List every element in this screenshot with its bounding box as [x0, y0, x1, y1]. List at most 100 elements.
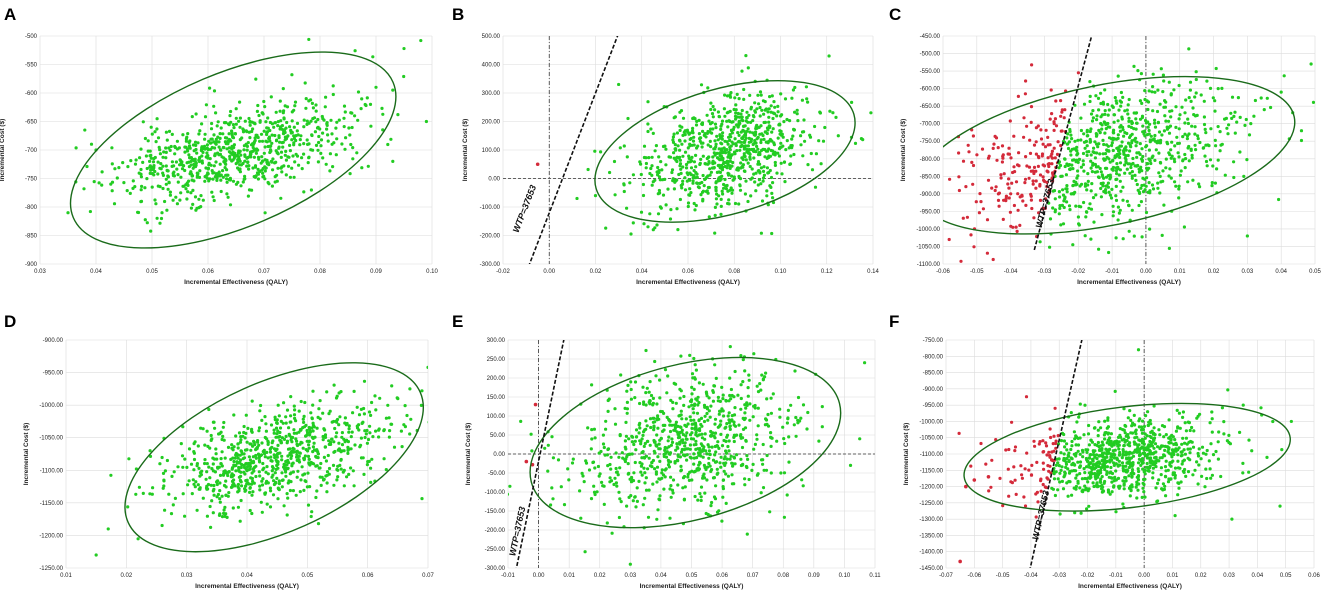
data-point	[289, 438, 293, 442]
data-point	[242, 148, 246, 152]
data-point	[726, 189, 730, 193]
data-point	[1097, 247, 1101, 251]
data-point	[1208, 158, 1213, 162]
data-point	[648, 380, 652, 384]
data-point	[779, 471, 783, 475]
data-point	[148, 492, 152, 496]
data-point	[713, 436, 717, 440]
x-axis-label: Incremental Effectiveness (QALY)	[640, 583, 744, 590]
data-point	[656, 192, 660, 196]
x-tick-label: 0.01	[1167, 573, 1179, 579]
data-point	[232, 413, 236, 417]
data-point	[1176, 453, 1180, 457]
data-point	[1144, 184, 1148, 188]
data-point	[424, 119, 428, 124]
data-point	[273, 161, 277, 165]
y-tick-label: -1250.00	[919, 501, 943, 507]
data-point	[1112, 128, 1116, 132]
data-point	[109, 473, 113, 477]
data-point	[261, 477, 265, 481]
data-point	[265, 465, 269, 469]
data-point	[1164, 166, 1168, 170]
data-point	[247, 167, 251, 171]
data-point	[699, 442, 703, 446]
red-data-point	[535, 162, 540, 167]
data-point	[1188, 88, 1192, 92]
data-point	[243, 487, 247, 491]
data-point	[685, 453, 689, 457]
data-point	[770, 231, 774, 236]
data-point	[332, 483, 336, 487]
data-point	[1106, 418, 1110, 422]
data-point	[728, 164, 732, 168]
panel-d: D 0.01 0.02 0.03 0.04 0.05 0.06 0.07-900.00-95…	[4, 312, 434, 590]
data-point	[683, 129, 687, 133]
data-point	[671, 140, 676, 144]
data-point	[191, 202, 195, 206]
data-point	[1153, 158, 1157, 162]
data-point	[639, 172, 643, 177]
data-point	[1213, 109, 1217, 113]
data-point	[673, 461, 677, 465]
data-point	[184, 137, 188, 141]
data-point	[754, 141, 758, 145]
data-point	[266, 116, 270, 120]
data-point	[1037, 211, 1041, 215]
data-point	[1137, 457, 1141, 461]
data-point	[217, 513, 222, 518]
data-point	[1172, 157, 1176, 161]
data-point	[706, 512, 710, 517]
data-point	[1109, 432, 1113, 436]
data-point	[648, 212, 652, 216]
data-point	[1136, 69, 1140, 73]
data-point	[369, 413, 373, 417]
data-point	[175, 167, 179, 171]
data-point	[1181, 415, 1185, 419]
data-point	[666, 439, 670, 443]
data-point	[685, 431, 689, 435]
data-point	[263, 145, 267, 149]
data-point	[736, 393, 740, 397]
data-point	[1041, 142, 1045, 146]
data-point	[718, 166, 723, 170]
data-point	[308, 485, 312, 489]
data-point	[1134, 178, 1138, 182]
data-point	[768, 184, 772, 188]
data-point	[783, 180, 787, 184]
data-point	[668, 487, 672, 491]
data-point	[994, 185, 998, 189]
data-point	[733, 406, 737, 410]
data-point	[1037, 156, 1041, 160]
data-point	[646, 225, 650, 229]
data-point	[1121, 185, 1125, 189]
data-point	[1024, 155, 1028, 159]
data-point	[664, 163, 668, 167]
data-point	[691, 407, 695, 411]
data-point	[780, 172, 784, 176]
data-point	[1153, 133, 1157, 138]
data-point	[1086, 480, 1090, 484]
data-point	[770, 191, 774, 195]
data-point	[995, 158, 999, 162]
data-point	[165, 208, 169, 212]
data-point	[724, 472, 728, 476]
data-point	[1121, 128, 1125, 132]
data-point	[335, 120, 339, 124]
data-point	[696, 451, 701, 455]
data-point	[420, 389, 424, 393]
y-tick-label: 300.00	[487, 338, 506, 344]
data-point	[201, 496, 205, 500]
data-point	[1130, 170, 1134, 174]
data-point	[168, 190, 172, 194]
data-point	[755, 137, 759, 141]
data-point	[1179, 169, 1183, 173]
data-point	[245, 440, 249, 444]
data-point	[1077, 157, 1082, 161]
data-point	[224, 173, 228, 177]
data-point	[253, 164, 258, 168]
data-point	[1102, 142, 1106, 147]
data-point	[1111, 214, 1115, 218]
data-point	[316, 450, 320, 454]
data-point	[1076, 460, 1080, 464]
scatter-chart-b: -0.02 0.00 0.02 0.04 0.06 0.08 0.10 0.12 0.14500…	[462, 34, 879, 286]
